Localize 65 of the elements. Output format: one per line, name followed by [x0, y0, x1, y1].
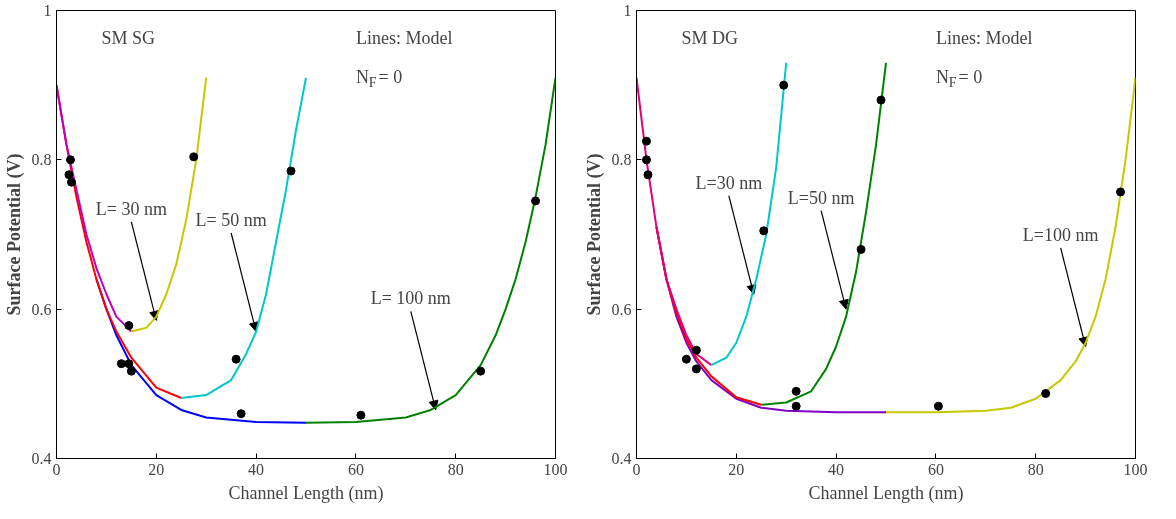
x-tick-label: 0 [52, 460, 61, 478]
point [876, 95, 886, 105]
point [189, 152, 199, 162]
point [641, 136, 651, 146]
x-tick-label: 60 [927, 460, 944, 478]
annotation: L=30 nm [695, 172, 763, 193]
annotation: Lines: Model [935, 28, 1033, 49]
y-tick-label: 0.6 [31, 300, 52, 318]
y-tick-label: 0.4 [611, 450, 632, 467]
point [681, 354, 691, 364]
y-tick-label: 0.8 [611, 151, 632, 169]
x-axis-title: Channel Length (nm) [228, 482, 384, 504]
point [356, 410, 366, 420]
point [1041, 389, 1051, 399]
x-tick-label: 100 [1123, 460, 1148, 478]
x-tick-label: 40 [248, 460, 265, 478]
x-tick-label: 60 [347, 460, 364, 478]
x-tick-label: 80 [1027, 460, 1044, 478]
annotation: L= 50 nm [195, 210, 267, 231]
y-tick-label: 1 [43, 2, 52, 19]
x-tick-label: 0 [632, 460, 641, 478]
y-tick-label: 1 [623, 2, 632, 19]
line-series [760, 61, 887, 406]
point [126, 366, 136, 376]
point [286, 166, 296, 176]
point [791, 386, 801, 396]
point [691, 364, 701, 374]
y-axis-title: Surface Potential (V) [3, 153, 25, 316]
x-tick-label: 80 [447, 460, 464, 478]
point [643, 170, 653, 180]
x-tick-label: 20 [148, 460, 165, 478]
point [531, 196, 541, 206]
annotation: L=50 nm [787, 187, 855, 208]
point [231, 354, 241, 364]
point [933, 401, 943, 411]
x-axis-title: Channel Length (nm) [808, 482, 964, 504]
point [65, 155, 75, 165]
point [236, 409, 246, 419]
point [64, 170, 74, 180]
point [691, 345, 701, 355]
point [779, 80, 789, 90]
y-tick-label: 0.4 [31, 450, 52, 467]
line-series [180, 76, 307, 400]
point [759, 226, 769, 236]
point [124, 359, 134, 369]
annotation: L= 100 nm [370, 288, 451, 309]
y-tick-label: 0.6 [611, 300, 632, 318]
x-tick-label: 40 [828, 460, 845, 478]
annotation: Lines: Model [355, 28, 453, 49]
x-tick-label: 20 [728, 460, 745, 478]
y-axis-title: Surface Potential (V) [583, 153, 605, 316]
annotation: L=100 nm [1022, 224, 1099, 245]
point [476, 366, 486, 376]
point [124, 321, 134, 331]
point [641, 155, 651, 165]
y-tick-label: 0.8 [31, 151, 52, 169]
x-tick-label: 100 [543, 460, 568, 478]
point [66, 177, 76, 187]
annotation: L= 30 nm [95, 198, 167, 219]
annotation: SM DG [681, 28, 738, 49]
point [116, 359, 126, 369]
point [1116, 187, 1126, 197]
point [856, 244, 866, 254]
point [791, 401, 801, 411]
annotation: SM SG [101, 28, 155, 49]
